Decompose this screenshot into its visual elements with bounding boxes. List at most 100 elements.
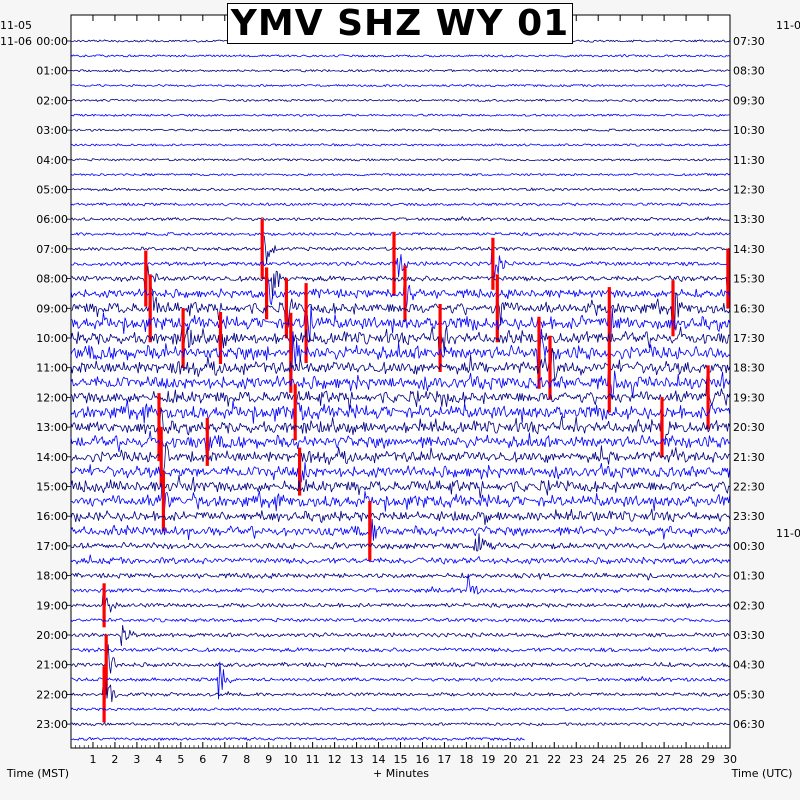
left-hour-label: 05:00 [36, 184, 68, 197]
minute-tick-label: 18 [459, 753, 473, 766]
trace-row [70, 477, 731, 512]
left-hour-label: 10:00 [36, 332, 68, 345]
minute-tick-label: 26 [635, 753, 649, 766]
trace-row [70, 366, 731, 399]
left-hour-label: 14:00 [36, 451, 68, 464]
trace-row [70, 533, 731, 552]
trace-rows [70, 39, 731, 741]
left-hour-label: 22:00 [36, 688, 68, 701]
trace-row [70, 316, 731, 370]
minute-tick-label: 23 [569, 753, 583, 766]
right-axis-label: Time (UTC) [731, 767, 793, 780]
trace-row [70, 647, 730, 653]
clipped-event-mark [144, 250, 148, 307]
left-hour-label: 16:00 [36, 510, 68, 523]
minute-tick-label: 4 [155, 753, 162, 766]
minute-tick-label: 8 [243, 753, 250, 766]
trace-row [70, 572, 730, 581]
clipped-event-mark [304, 283, 308, 364]
clipped-event-mark [265, 267, 269, 320]
minute-tick-label: 12 [328, 753, 342, 766]
trace-row [70, 512, 731, 542]
clipped-event-mark [159, 426, 163, 487]
right-hour-labels: 07:30 08:30 09:30 10:30 11:30 12:30 13:30 14:30… [733, 35, 765, 731]
minute-tick-label: 16 [415, 753, 429, 766]
right-hour-label: 20:30 [733, 421, 765, 434]
left-hour-label: 09:00 [36, 302, 68, 315]
clipped-event-mark [607, 352, 611, 413]
right-hour-label: 00:30 [733, 540, 765, 553]
trace-row [70, 442, 730, 473]
left-hour-label: 11:00 [36, 362, 68, 375]
minute-tick-label: 30 [723, 753, 737, 766]
right-hour-label: 13:30 [733, 213, 765, 226]
clipped-event-mark [298, 447, 302, 496]
right-date-mid-label: 11-0 [776, 527, 800, 540]
left-hour-labels: 00:00 01:00 02:00 03:00 04:00 05:00 06:00 07:00… [36, 35, 68, 731]
left-hour-label: 12:00 [36, 391, 68, 404]
trace-row [70, 617, 731, 623]
clipped-event-mark [660, 397, 664, 458]
trace-row [70, 235, 731, 264]
left-hour-label: 08:00 [36, 273, 68, 286]
plot-frame [70, 14, 731, 749]
minute-tick-label: 24 [591, 753, 605, 766]
right-hour-label: 08:30 [733, 65, 765, 78]
left-hour-label: 01:00 [36, 65, 68, 78]
clipped-event-mark [438, 304, 442, 372]
clipped-event-mark [104, 634, 108, 695]
right-hour-label: 16:30 [733, 302, 765, 315]
trace-row [70, 69, 730, 73]
trace-row [70, 737, 525, 741]
left-hour-label: 15:00 [36, 481, 68, 494]
trace-row [70, 573, 731, 595]
right-hour-label: 03:30 [733, 629, 765, 642]
left-date-top-label: 11-05 [0, 19, 32, 32]
clipped-event-mark [491, 237, 495, 290]
clipped-event-mark [260, 218, 264, 279]
clipped-event-mark [495, 274, 499, 343]
trace-row [70, 475, 731, 499]
clipped-event-mark [607, 287, 611, 360]
right-hour-label: 02:30 [733, 599, 765, 612]
trace-row [70, 508, 731, 526]
clipped-event-mark [218, 312, 223, 364]
left-hour-label: 21:00 [36, 659, 68, 672]
minute-tick-label: 6 [199, 753, 206, 766]
minute-tick-label: 20 [503, 753, 517, 766]
right-hour-label: 15:30 [733, 273, 765, 286]
left-hour-label: 07:00 [36, 243, 68, 256]
right-date-top-label: 11-05 [776, 19, 800, 32]
minute-tick-label: 9 [265, 753, 272, 766]
minute-tick-label: 1 [89, 753, 96, 766]
minute-tick-label: 2 [111, 753, 118, 766]
trace-row [71, 661, 730, 700]
trace-row [70, 348, 731, 382]
right-hour-label: 21:30 [733, 451, 765, 464]
left-hour-label: 18:00 [36, 570, 68, 583]
minute-tick-label: 10 [284, 753, 298, 766]
clipped-event-mark [537, 316, 541, 389]
minute-tick-labels: 1 2 3 4 5 6 7 8 9 10 11 12 13 14 15 16 17 18 19 20 21 22 23 24 2… [89, 753, 737, 766]
clipped-event-mark [148, 274, 152, 343]
minute-tick-label: 11 [306, 753, 320, 766]
right-hour-label: 10:30 [733, 124, 765, 137]
right-hour-label: 09:30 [733, 94, 765, 107]
trace-row [70, 232, 731, 237]
x-axis-label: + Minutes [373, 767, 429, 780]
clipped-event-mark [293, 384, 297, 441]
trace-row [70, 113, 730, 117]
trace-row [70, 84, 730, 88]
minute-tick-label: 3 [133, 753, 140, 766]
left-hour-label: 00:00 [36, 35, 68, 48]
trace-row [70, 173, 731, 177]
minute-tick-label: 29 [701, 753, 715, 766]
trace-row [70, 265, 731, 301]
right-hour-label: 07:30 [733, 35, 765, 48]
clipped-event-mark [161, 471, 165, 532]
trace-row [70, 54, 731, 58]
right-hour-label: 11:30 [733, 154, 765, 167]
minute-tick-label: 19 [481, 753, 495, 766]
minute-tick-label: 27 [657, 753, 671, 766]
trace-row [70, 679, 731, 718]
